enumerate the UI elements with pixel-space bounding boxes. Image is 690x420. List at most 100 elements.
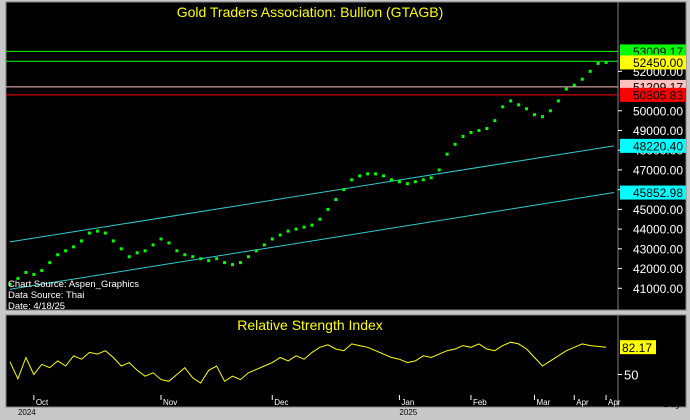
price-point (231, 263, 235, 267)
price-level-labels: 53009.1752508.3352450.0051209.1750805.83… (620, 44, 686, 200)
rsi-chart-title: Relative Strength Index (237, 317, 383, 333)
price-point (580, 77, 584, 81)
price-point (246, 255, 250, 259)
price-point (183, 253, 187, 257)
price-point (111, 239, 115, 243)
price-point (207, 259, 211, 263)
price-point (469, 130, 473, 134)
price-point (501, 105, 505, 109)
time-axis: Oct Nov Dec Jan Feb Mar Apr Apr 2024 2025 (18, 395, 621, 417)
price-point (24, 270, 28, 274)
price-label-text-2: 52450.00 (633, 56, 683, 70)
price-point (40, 269, 44, 273)
price-point (445, 152, 449, 156)
price-tick-label: 47000.00 (633, 163, 683, 177)
note-chart-source: Chart Source: Aspen_Graphics (8, 279, 139, 290)
price-point (397, 180, 401, 184)
price-point (262, 243, 266, 247)
price-point (413, 180, 417, 184)
price-point (294, 227, 298, 231)
rsi-line (9, 341, 607, 384)
price-point (278, 233, 282, 237)
price-point (175, 249, 179, 253)
year-label: 2024 (18, 408, 36, 417)
price-point (151, 243, 155, 247)
price-chart-title: Gold Traders Association: Bullion (GTAGB… (177, 4, 444, 20)
price-point (254, 249, 258, 253)
price-point (238, 261, 242, 265)
price-point (477, 128, 481, 132)
chart-notes: Chart Source: Aspen_Graphics Data Source… (8, 279, 139, 312)
month-label: Apr (576, 398, 589, 407)
note-date: Date: 4/18/25 (8, 301, 65, 312)
price-point (32, 272, 36, 276)
price-point (533, 113, 537, 117)
price-point (48, 261, 52, 265)
price-point (119, 247, 123, 251)
price-label-box-2 (620, 55, 686, 70)
price-tick-label: 45000.00 (633, 203, 683, 217)
price-point (16, 276, 20, 280)
price-point (382, 174, 386, 178)
year-label: 2025 (399, 408, 417, 417)
price-point (604, 60, 608, 64)
price-point (87, 231, 91, 235)
price-point (556, 99, 560, 103)
rsi-tick-label: 50 (624, 368, 638, 383)
price-point (429, 176, 433, 180)
price-plot-area (5, 1, 619, 311)
price-tick-label: 42000.00 (633, 262, 683, 276)
price-point (461, 134, 465, 138)
price-point (135, 251, 139, 255)
month-label: Jan (401, 398, 414, 407)
rsi-last-text: 82.17 (622, 341, 652, 355)
price-point (103, 231, 107, 235)
price-point (517, 103, 521, 107)
trend-channel (9, 145, 615, 290)
price-point (310, 223, 314, 227)
month-label: Oct (36, 398, 49, 407)
price-point (95, 229, 99, 233)
price-point (159, 237, 163, 241)
price-point (270, 237, 274, 241)
price-point (199, 257, 203, 261)
price-point (421, 178, 425, 182)
price-tick-label: 41000.00 (633, 282, 683, 296)
price-point (588, 69, 592, 73)
price-point (525, 107, 529, 111)
price-point (334, 198, 338, 202)
price-point (191, 255, 195, 259)
price-point (596, 61, 600, 65)
rsi-axis-ticks: 50 (618, 368, 638, 383)
price-label-box-5 (620, 138, 686, 153)
price-point (167, 241, 171, 245)
price-point (509, 99, 513, 103)
month-label: Mar (537, 398, 551, 407)
price-point (72, 245, 76, 249)
channel-line-0 (9, 145, 615, 243)
price-point (572, 83, 576, 87)
rsi-axis-area (617, 314, 687, 408)
price-tick-label: 44000.00 (633, 223, 683, 237)
month-label: Nov (163, 398, 177, 407)
price-point (8, 282, 12, 286)
price-point (350, 178, 354, 182)
price-tick-label: 50000.00 (633, 104, 683, 118)
rsi-last-value: 82.17 (620, 340, 656, 355)
price-point (223, 261, 227, 265)
price-point (389, 178, 393, 182)
price-point (358, 174, 362, 178)
price-point (374, 172, 378, 176)
price-label-text-5: 48220.40 (633, 139, 683, 153)
month-label: Dec (274, 398, 288, 407)
price-point (56, 253, 60, 257)
note-data-source: Data Source: Thai (8, 290, 84, 301)
price-label-text-6: 45852.98 (633, 186, 683, 200)
price-point (80, 239, 84, 243)
price-point (453, 142, 457, 146)
price-point (286, 229, 290, 233)
price-point (405, 182, 409, 186)
rsi-last-box (620, 340, 656, 355)
